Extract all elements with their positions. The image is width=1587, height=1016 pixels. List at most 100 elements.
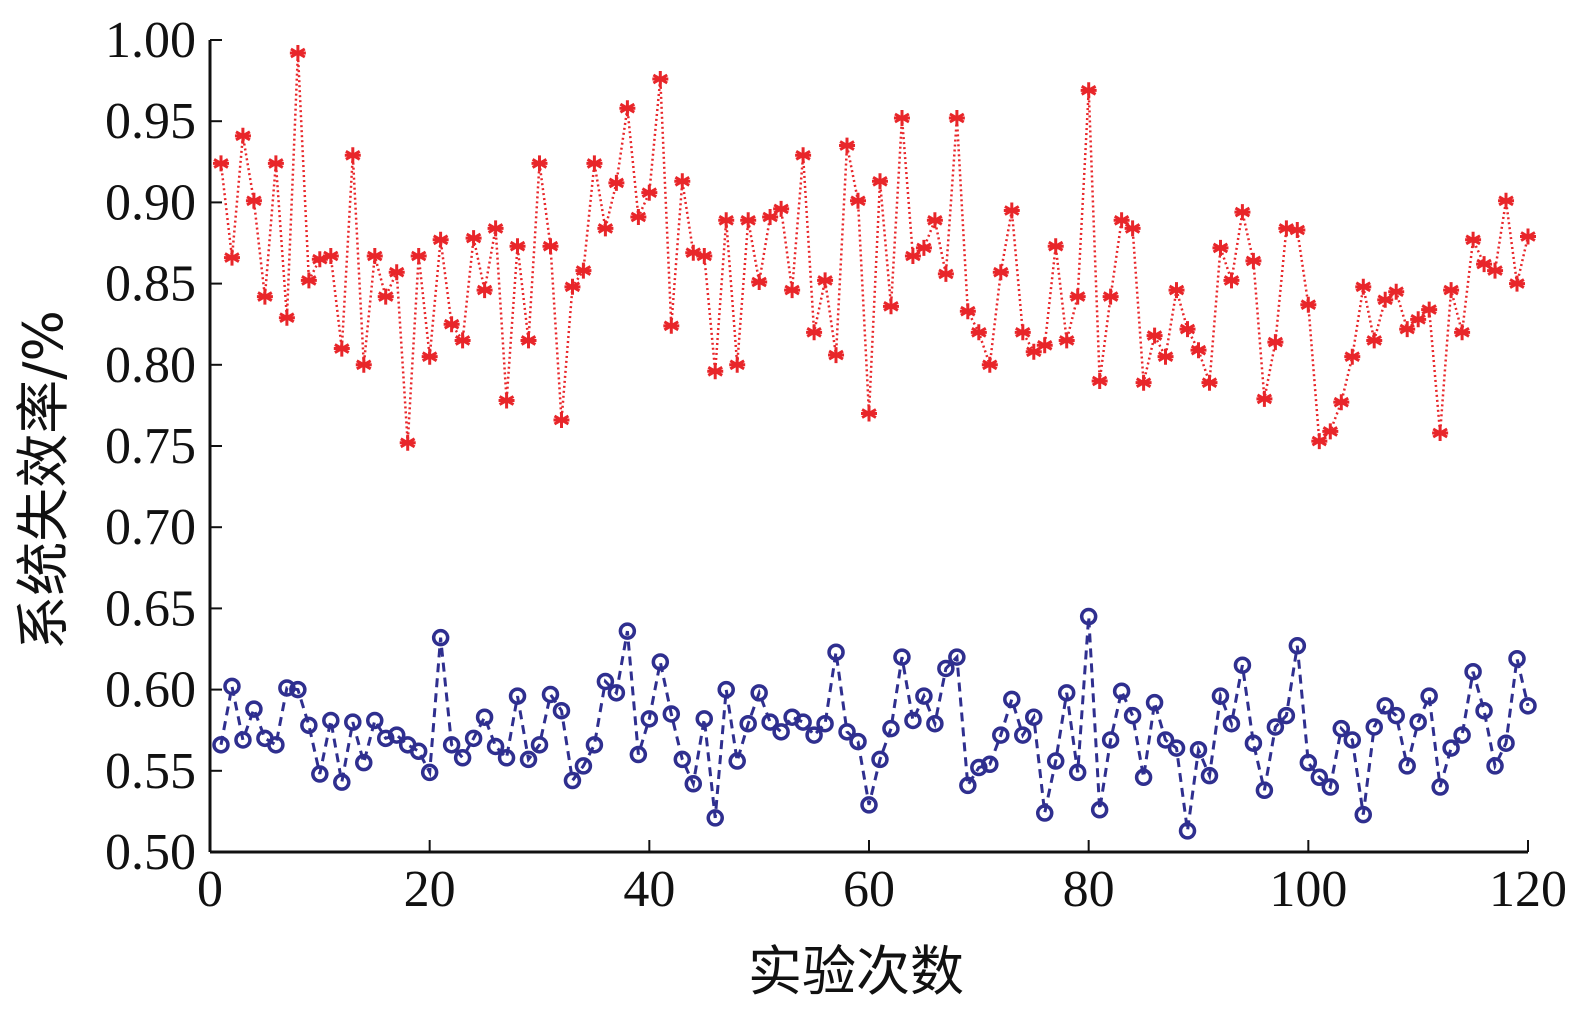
series-1-point bbox=[1366, 332, 1383, 349]
series-2-point bbox=[1497, 734, 1515, 752]
series-2-point bbox=[563, 771, 582, 790]
series-2-point bbox=[893, 648, 911, 666]
y-tick-label: 0.60 bbox=[105, 662, 196, 719]
series-1-point bbox=[871, 173, 888, 190]
series-2-point bbox=[871, 750, 889, 769]
y-axis-title: 系统失效率/% bbox=[12, 310, 75, 650]
series-2-point bbox=[344, 713, 362, 731]
series-2-point bbox=[838, 723, 856, 741]
series-2-point bbox=[904, 711, 922, 730]
series-2-point bbox=[1387, 706, 1405, 725]
series-2-point bbox=[1321, 778, 1340, 796]
series-2-point bbox=[1299, 753, 1318, 772]
series-2-point bbox=[1222, 714, 1241, 733]
series-2-point bbox=[431, 628, 450, 647]
series-1-point bbox=[641, 184, 658, 201]
series-1-point bbox=[817, 272, 834, 289]
series-2-point bbox=[970, 758, 988, 777]
series-2-point bbox=[1200, 766, 1219, 785]
series-1-point bbox=[1476, 256, 1493, 273]
series-2-point bbox=[278, 679, 296, 697]
series-1-point bbox=[344, 147, 361, 164]
series-1-point bbox=[948, 110, 965, 126]
series-1-point bbox=[498, 392, 515, 409]
series-2-point bbox=[1046, 752, 1065, 770]
series-2-point bbox=[1244, 734, 1263, 752]
series-2-point bbox=[1025, 708, 1043, 726]
series-2-point bbox=[1068, 763, 1087, 782]
series-1-point bbox=[289, 45, 306, 61]
y-tick-label: 0.70 bbox=[105, 499, 196, 556]
series-2-point bbox=[1354, 805, 1372, 824]
series-2-point bbox=[245, 700, 263, 718]
series-2-point bbox=[585, 736, 604, 754]
series-1-point bbox=[1179, 321, 1196, 338]
x-tick-label: 0 bbox=[197, 861, 223, 918]
series-1-point bbox=[531, 155, 548, 172]
series-2-point bbox=[1079, 607, 1098, 626]
series-1-point bbox=[1300, 296, 1317, 313]
series-1-point bbox=[322, 248, 339, 264]
series-2-point bbox=[827, 643, 845, 661]
series-1-point bbox=[465, 230, 482, 247]
series-1-point bbox=[696, 248, 713, 264]
series-1-point bbox=[893, 110, 910, 126]
y-tick-label: 0.85 bbox=[105, 256, 196, 313]
series-2-point bbox=[267, 736, 285, 754]
series-1-point bbox=[1311, 433, 1328, 450]
series-2-point bbox=[1167, 739, 1186, 757]
series-2-point bbox=[1475, 701, 1493, 720]
series-2-point bbox=[1145, 693, 1164, 712]
series-1-point bbox=[432, 231, 449, 248]
series-1-point bbox=[828, 347, 845, 364]
series-1-point bbox=[564, 278, 581, 295]
series-2-point bbox=[1442, 739, 1460, 757]
series-2-point bbox=[1464, 662, 1482, 681]
series-2-point bbox=[1211, 687, 1230, 705]
series-2-point bbox=[882, 719, 900, 738]
series-2-point bbox=[355, 753, 373, 772]
series-2-point bbox=[223, 677, 241, 696]
series-2-point bbox=[1178, 822, 1197, 840]
series-1-point bbox=[300, 272, 317, 289]
series-1-point bbox=[751, 274, 768, 290]
y-tick-label: 0.50 bbox=[105, 824, 196, 881]
series-1-point bbox=[1333, 394, 1350, 411]
series-2-point bbox=[333, 773, 351, 791]
series-1-point bbox=[762, 209, 779, 225]
series-2-point bbox=[1398, 757, 1416, 775]
series-2-line bbox=[219, 616, 1530, 832]
series-2-point bbox=[1014, 726, 1032, 744]
series-1-point bbox=[1003, 202, 1020, 219]
series-2-point bbox=[1266, 718, 1285, 736]
series-2-point bbox=[234, 731, 252, 749]
series-1-point bbox=[707, 363, 724, 380]
y-tick-label: 0.65 bbox=[105, 580, 196, 637]
series-1-point bbox=[366, 248, 383, 264]
series-2-point bbox=[376, 729, 395, 748]
series-1-point bbox=[1069, 288, 1086, 305]
series-2-point bbox=[739, 714, 757, 733]
series-2-point bbox=[1035, 804, 1054, 822]
series-2-point bbox=[629, 745, 648, 764]
series-1-point bbox=[1355, 278, 1372, 295]
series-2-point bbox=[420, 763, 439, 782]
series-2-point bbox=[1134, 768, 1153, 787]
series-1-point bbox=[553, 412, 570, 428]
series-1-point bbox=[1278, 220, 1295, 237]
series-2-point bbox=[552, 701, 571, 720]
x-tick-label: 20 bbox=[404, 861, 456, 918]
series-1-point bbox=[1113, 212, 1130, 229]
series-2-point bbox=[497, 749, 516, 767]
series-2-point bbox=[530, 736, 549, 754]
series-1-point bbox=[1520, 228, 1536, 245]
series-2-point bbox=[409, 742, 428, 761]
x-tick-label: 80 bbox=[1063, 861, 1115, 918]
series-1-point bbox=[256, 288, 273, 305]
series-2-point bbox=[453, 749, 472, 767]
series-2-point bbox=[322, 711, 340, 730]
series-1-point bbox=[377, 288, 394, 305]
y-tick-label: 0.95 bbox=[105, 93, 196, 150]
series-1-point bbox=[1377, 291, 1394, 308]
series-2-point bbox=[1508, 649, 1526, 668]
